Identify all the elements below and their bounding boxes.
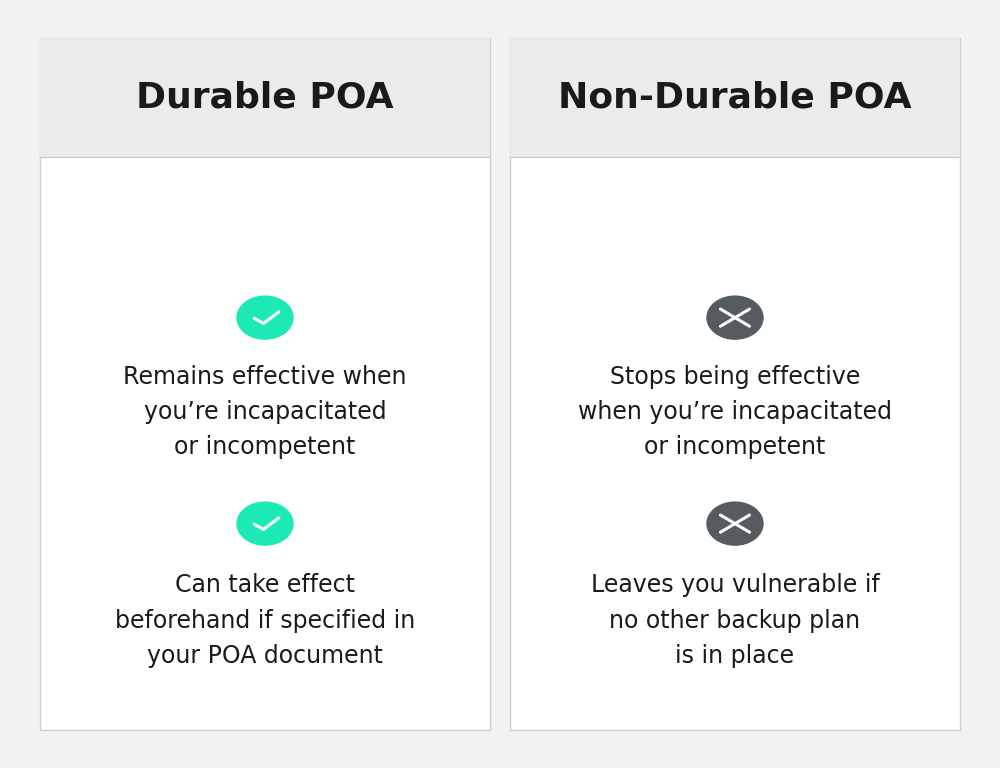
FancyBboxPatch shape	[40, 38, 490, 157]
Text: Durable POA: Durable POA	[136, 81, 394, 115]
FancyBboxPatch shape	[510, 38, 960, 730]
Text: Leaves you vulnerable if
no other backup plan
is in place: Leaves you vulnerable if no other backup…	[591, 574, 879, 668]
FancyBboxPatch shape	[40, 38, 490, 730]
Text: Remains effective when
you’re incapacitated
or incompetent: Remains effective when you’re incapacita…	[123, 365, 407, 459]
Text: Non-Durable POA: Non-Durable POA	[558, 81, 912, 115]
Text: Can take effect
beforehand if specified in
your POA document: Can take effect beforehand if specified …	[115, 574, 415, 668]
FancyBboxPatch shape	[510, 38, 960, 157]
Circle shape	[707, 502, 763, 545]
Circle shape	[237, 502, 293, 545]
Circle shape	[237, 296, 293, 339]
Circle shape	[707, 296, 763, 339]
Text: Stops being effective
when you’re incapacitated
or incompetent: Stops being effective when you’re incapa…	[578, 365, 892, 459]
